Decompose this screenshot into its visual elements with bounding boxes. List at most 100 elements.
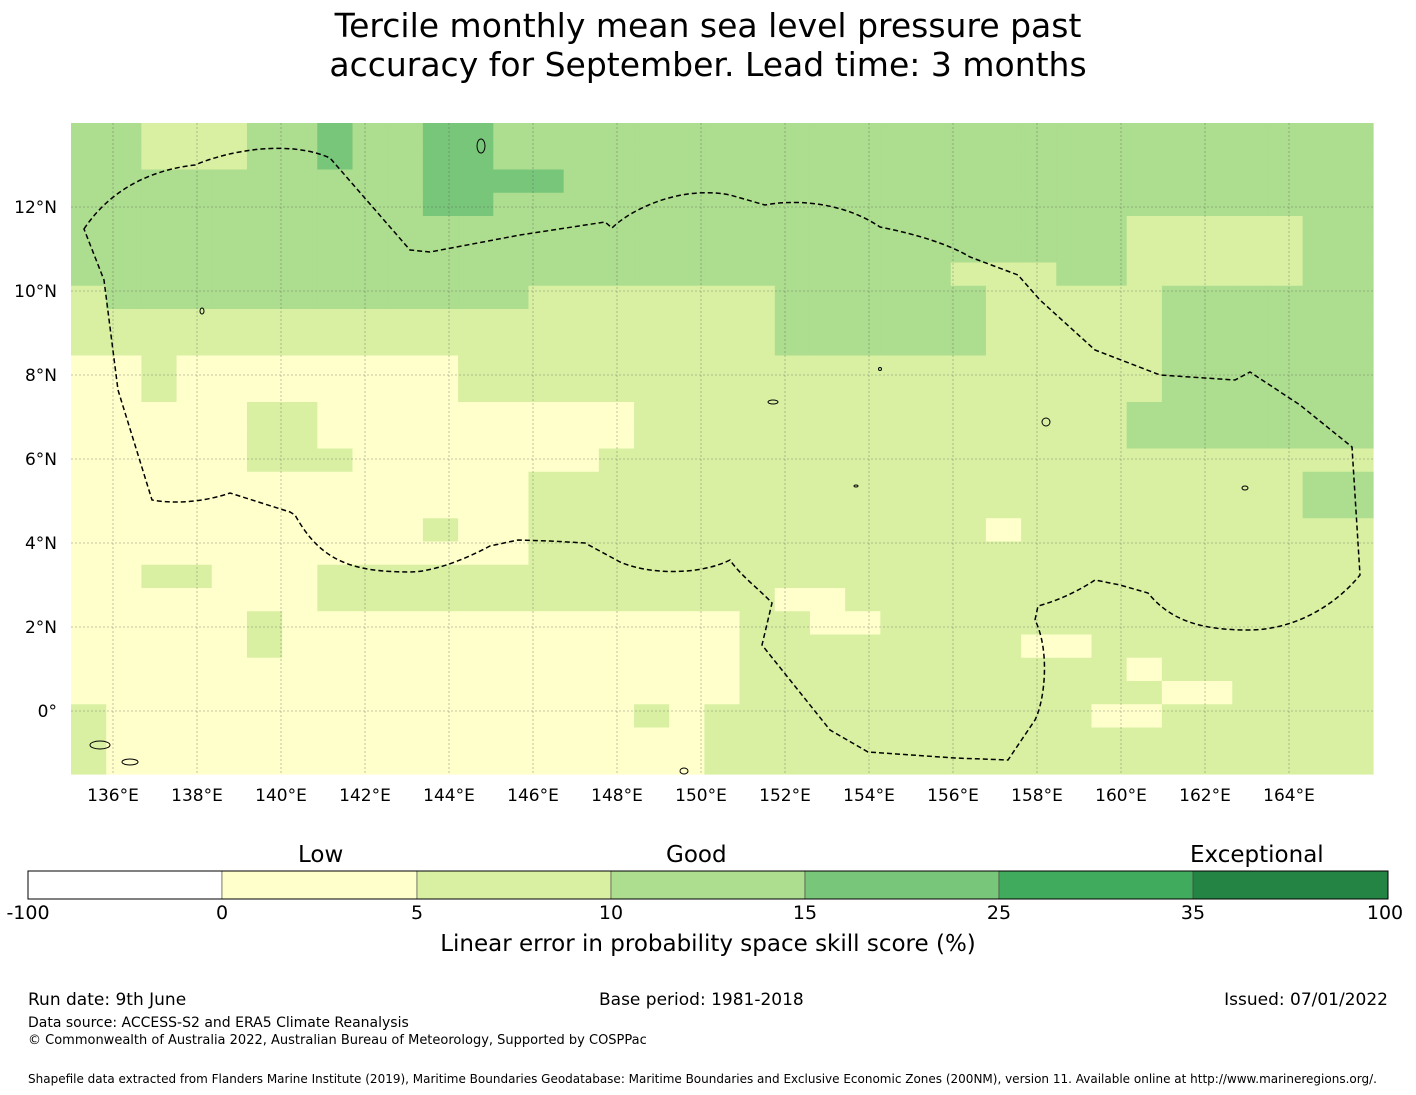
skill-cell: [1126, 332, 1163, 357]
skill-cell: [669, 495, 706, 519]
skill-cell: [915, 727, 952, 752]
skill-cell: [71, 727, 107, 752]
skill-cell: [387, 146, 424, 171]
skill-cell: [1197, 262, 1233, 287]
skill-cell: [1337, 332, 1374, 357]
skill-cell: [493, 425, 530, 450]
skill-cell: [71, 657, 107, 682]
skill-cell: [211, 564, 248, 589]
skill-cell: [774, 495, 811, 519]
skill-cell: [106, 518, 142, 543]
skill-cell: [985, 169, 1022, 194]
skill-cell: [1267, 588, 1304, 612]
skill-cell: [352, 588, 389, 612]
colorbar-label: Linear error in probability space skill …: [440, 931, 976, 957]
skill-cell: [1337, 378, 1374, 403]
skill-cell: [141, 123, 178, 147]
skill-cell: [1267, 355, 1304, 380]
skill-cell: [1021, 169, 1057, 194]
skill-cell: [563, 681, 600, 705]
skill-cell: [739, 402, 776, 426]
skill-cell: [1091, 239, 1128, 264]
skill-cell: [950, 681, 987, 705]
skill-cell: [563, 564, 600, 589]
skill-cell: [528, 169, 565, 194]
skill-cell: [528, 611, 565, 636]
skill-cell: [774, 192, 811, 217]
skill-cell: [950, 355, 987, 380]
skill-cell: [141, 750, 178, 775]
skill-cell: [845, 262, 881, 287]
skill-cell: [809, 192, 846, 217]
skill-cell: [915, 332, 952, 357]
skill-cell: [106, 402, 142, 426]
skill-cell: [1337, 355, 1374, 380]
skill-cell: [985, 146, 1022, 171]
skill-cell: [317, 216, 354, 240]
skill-cell: [704, 378, 741, 403]
skill-cell: [598, 309, 635, 333]
skill-cell: [563, 471, 600, 496]
skill-cell: [317, 402, 354, 426]
skill-cell: [1091, 262, 1128, 287]
skill-cell: [493, 564, 530, 589]
skill-cell: [669, 727, 706, 752]
graticule: [71, 123, 1373, 774]
skill-cell: [809, 657, 846, 682]
skill-cell: [1267, 471, 1304, 496]
skill-cell: [211, 332, 248, 357]
skill-cell: [282, 704, 318, 729]
skill-cell: [282, 448, 318, 473]
skill-cell: [634, 588, 670, 612]
skill-cell: [71, 611, 107, 636]
skill-cell: [1021, 704, 1057, 729]
skill-cell: [106, 146, 142, 171]
skill-cell: [317, 495, 354, 519]
skill-cell: [809, 448, 846, 473]
skill-cell: [1021, 588, 1057, 612]
skill-cell: [1091, 355, 1128, 380]
skill-cell: [176, 448, 213, 473]
skill-cell: [634, 425, 670, 450]
skill-cell: [71, 262, 107, 287]
skill-cell: [1302, 262, 1339, 287]
skill-cell: [106, 681, 142, 705]
base-period: Base period: 1981-2018: [599, 990, 804, 1010]
skill-cell: [915, 285, 952, 310]
skill-cell: [458, 169, 494, 194]
skill-cell: [1302, 146, 1339, 171]
skill-cell: [176, 192, 213, 217]
skill-cell: [563, 750, 600, 775]
skill-cell: [246, 564, 283, 589]
skill-cell: [1337, 425, 1374, 450]
skill-cell: [422, 681, 459, 705]
skill-cell: [598, 169, 635, 194]
skill-cell: [1056, 355, 1093, 380]
skill-cell: [880, 216, 917, 240]
island-outline: [476, 138, 486, 154]
skill-cell: [1161, 239, 1198, 264]
skill-cell: [1056, 309, 1093, 333]
skill-cell: [1161, 681, 1198, 705]
skill-cell: [809, 495, 846, 519]
skill-cell: [1126, 727, 1163, 752]
skill-cell: [1161, 518, 1198, 543]
skill-cell: [563, 169, 600, 194]
skill-cell: [845, 285, 881, 310]
skill-cell: [774, 402, 811, 426]
skill-cell: [282, 564, 318, 589]
skill-cell: [1267, 634, 1304, 659]
skill-cell: [352, 309, 389, 333]
skill-cell: [669, 285, 706, 310]
skill-cell: [1197, 518, 1233, 543]
skill-cell: [669, 750, 706, 775]
skill-cell: [950, 425, 987, 450]
skill-cell: [880, 309, 917, 333]
skill-cell: [1267, 564, 1304, 589]
latitude-labels: 12°N 10°N 8°N 6°N 4°N 2°N 0°: [14, 198, 57, 722]
skill-cell: [634, 192, 670, 217]
skill-cell: [141, 355, 178, 380]
skill-cell: [176, 564, 213, 589]
skill-cell: [106, 704, 142, 729]
skill-cell: [211, 262, 248, 287]
